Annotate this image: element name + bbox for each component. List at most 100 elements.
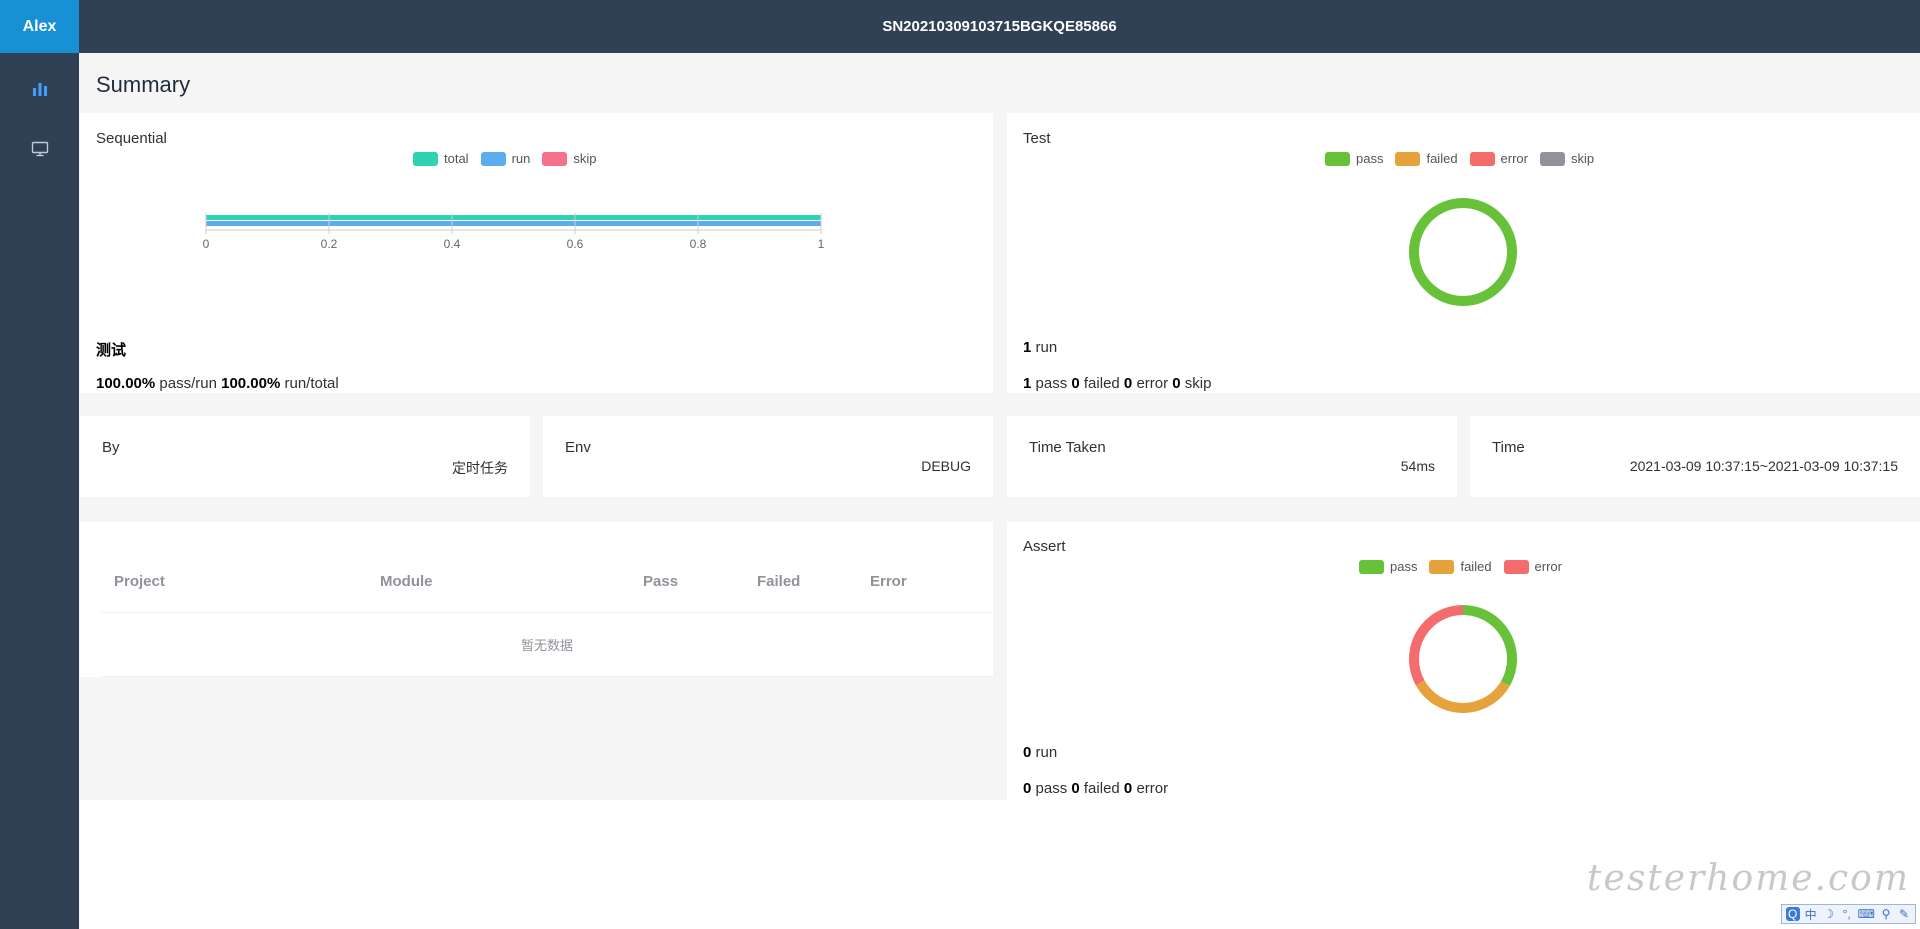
legend-swatch-failed	[1429, 559, 1455, 574]
test-title: Test	[1023, 130, 1051, 147]
column-header-failed[interactable]: Failed	[745, 552, 858, 613]
assert-pass-label: pass	[1035, 780, 1068, 797]
time-taken-card: Time Taken 54ms	[1007, 416, 1457, 497]
project-table-card: Project Module Pass Failed Error 暂无数据	[80, 522, 993, 677]
test-card: Test pass failed error skip 1 run 1 pass…	[1007, 113, 1920, 393]
assert-error-label: error	[1136, 780, 1169, 797]
watermark: testerhome.com	[1587, 858, 1910, 899]
legend-swatch-error	[1469, 151, 1495, 166]
sidebar-item-monitor[interactable]	[0, 119, 79, 179]
column-header-error[interactable]: Error	[858, 552, 992, 613]
legend-label-error: error	[1500, 151, 1528, 166]
report-id: SN20210309103715BGKQE85866	[882, 18, 1117, 35]
test-pass-label: pass	[1035, 375, 1068, 392]
test-skip-count: 0	[1172, 375, 1181, 392]
time-value: 2021-03-09 10:37:15~2021-03-09 10:37:15	[1629, 458, 1898, 474]
legend-label-pass: pass	[1390, 559, 1418, 574]
test-pass-count: 1	[1023, 375, 1032, 392]
sequential-rates: 100.00% pass/run 100.00% run/total	[96, 375, 339, 392]
bar-run[interactable]	[206, 221, 821, 226]
test-legend: pass failed error skip	[1325, 151, 1594, 166]
legend-swatch-skip	[542, 151, 568, 166]
ime-search-icon[interactable]: Q	[1785, 907, 1800, 921]
legend-label-run: run	[511, 151, 531, 166]
assert-error-count: 0	[1123, 780, 1133, 797]
assert-failed-count: 0	[1071, 780, 1080, 797]
ime-keyboard-icon[interactable]: ⌨	[1857, 907, 1875, 921]
column-header-project[interactable]: Project	[102, 552, 368, 613]
assert-run-label: run	[1035, 744, 1058, 761]
ime-tool-icon[interactable]: ⚲	[1881, 907, 1891, 921]
test-donut-chart	[1409, 198, 1517, 306]
assert-run-count: 0	[1023, 744, 1032, 761]
ime-punct-icon[interactable]: °,	[1842, 907, 1851, 921]
test-run-count: 1	[1023, 339, 1032, 356]
sequential-legend: total run skip	[413, 151, 597, 166]
env-value: DEBUG	[921, 458, 971, 474]
time-card: Time 2021-03-09 10:37:15~2021-03-09 10:3…	[1470, 416, 1920, 497]
legend-item-failed[interactable]: failed	[1429, 559, 1492, 574]
test-run-line: 1 run	[1023, 339, 1057, 356]
assert-run-line: 0 run	[1023, 744, 1057, 761]
table-header-row: Project Module Pass Failed Error	[102, 552, 992, 613]
legend-label-skip: skip	[1571, 151, 1595, 166]
assert-pass-count: 0	[1023, 780, 1032, 797]
sidebar-item-summary[interactable]	[0, 59, 79, 119]
legend-label-failed: failed	[1426, 151, 1458, 166]
sequential-title: Sequential	[96, 130, 167, 147]
ime-settings-icon[interactable]: ✎	[1898, 907, 1910, 921]
assert-results-line: 0 pass 0 failed 0 error	[1023, 780, 1168, 797]
env-label: Env	[565, 439, 591, 456]
test-pass-slice	[1409, 198, 1517, 306]
legend-label-total: total	[444, 151, 469, 166]
legend-swatch-error	[1503, 559, 1529, 574]
legend-swatch-pass	[1325, 151, 1350, 166]
legend-item-skip[interactable]: skip	[1540, 151, 1594, 166]
legend-item-error[interactable]: error	[1469, 151, 1528, 166]
ime-chinese-mode[interactable]: 中	[1804, 907, 1817, 922]
assert-card: Assert pass failed error 0 run 0 pass 0 …	[1007, 522, 1920, 800]
pass-run-pct: 100.00%	[96, 375, 156, 392]
x-tick-label: 0	[203, 237, 210, 251]
x-tick-label: 1	[818, 237, 825, 251]
legend-swatch-run	[480, 151, 506, 166]
content-lower-area	[80, 800, 1920, 929]
legend-label-failed: failed	[1460, 559, 1492, 574]
by-card: By 定时任务	[80, 416, 530, 497]
test-failed-count: 0	[1071, 375, 1080, 392]
env-card: Env DEBUG	[543, 416, 993, 497]
legend-label-pass: pass	[1356, 151, 1384, 166]
bar-chart-icon	[32, 83, 47, 96]
assert-failed-label: failed	[1083, 780, 1120, 797]
legend-label-skip: skip	[573, 151, 597, 166]
ime-toolbar[interactable]: Q 中 ☽ °, ⌨ ⚲ ✎	[1780, 904, 1916, 924]
column-header-pass[interactable]: Pass	[631, 552, 745, 613]
test-skip-label: skip	[1184, 375, 1212, 392]
legend-item-run[interactable]: run	[480, 151, 531, 166]
legend-item-failed[interactable]: failed	[1395, 151, 1458, 166]
test-results-line: 1 pass 0 failed 0 error 0 skip	[1023, 375, 1211, 392]
legend-item-skip[interactable]: skip	[542, 151, 597, 166]
ime-moon-icon[interactable]: ☽	[1823, 907, 1835, 921]
report-header: SN20210309103715BGKQE85866	[79, 0, 1920, 53]
sequential-bar-chart: 0 0.2 0.4 0.6 0.8 1	[203, 213, 825, 251]
column-header-module[interactable]: Module	[368, 552, 631, 613]
x-tick-label: 0.2	[321, 237, 338, 251]
assert-error-slice	[1409, 605, 1517, 713]
assert-donut-chart	[1409, 605, 1517, 713]
assert-legend: pass failed error	[1359, 559, 1562, 574]
test-error-label: error	[1136, 375, 1169, 392]
pass-run-label: pass/run	[159, 375, 217, 392]
legend-item-pass[interactable]: pass	[1325, 151, 1383, 166]
test-run-label: run	[1035, 339, 1058, 356]
assert-failed-slice	[1409, 605, 1517, 713]
assert-title: Assert	[1023, 538, 1066, 555]
legend-swatch-total	[413, 151, 438, 166]
legend-item-error[interactable]: error	[1503, 559, 1562, 574]
sidebar: Alex	[0, 0, 79, 929]
legend-item-total[interactable]: total	[413, 151, 469, 166]
bar-total[interactable]	[206, 215, 821, 220]
legend-item-pass[interactable]: pass	[1359, 559, 1417, 574]
legend-swatch-pass	[1359, 559, 1384, 574]
brand-logo[interactable]: Alex	[0, 0, 79, 53]
